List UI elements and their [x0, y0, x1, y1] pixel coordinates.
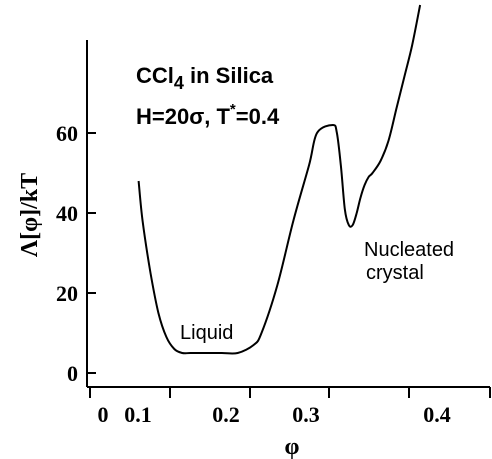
tick-group: [87, 132, 491, 398]
annotation-liquid: Liquid: [180, 322, 233, 344]
title-subscript: 4: [174, 73, 184, 93]
title-line-1: CCl4 in Silica: [136, 63, 274, 93]
title-h: H=20σ, T: [136, 104, 230, 129]
y-tick-label: 60: [56, 121, 78, 146]
y-tick-label: 20: [56, 281, 78, 306]
tick-label-group: 0 20 40 60 0 0.1 0.2 0.3 0.4: [56, 121, 451, 427]
annotation-nucleated: Nucleated: [364, 239, 454, 261]
x-axis-label: φ: [285, 434, 300, 459]
x-tick-label: 0.2: [212, 402, 240, 427]
title-ccl: CCl: [136, 63, 174, 88]
x-tick-label: 0.3: [292, 402, 320, 427]
y-tick-label: 40: [56, 201, 78, 226]
title-superscript: *: [230, 101, 236, 118]
free-energy-curve: [137, 4, 422, 355]
y-tick-label: 0: [67, 361, 78, 386]
annotation-crystal: crystal: [366, 262, 424, 284]
x-tick-label: 0.4: [423, 402, 451, 427]
title-line-2: H=20σ, T*=0.4: [136, 101, 280, 129]
title-rest: in Silica: [184, 63, 274, 88]
title-temp: =0.4: [236, 104, 280, 129]
x-tick-label: 0: [98, 402, 109, 427]
x-tick-label: 0.1: [124, 402, 152, 427]
y-axis-label: Λ[φ]/kT: [17, 173, 43, 257]
